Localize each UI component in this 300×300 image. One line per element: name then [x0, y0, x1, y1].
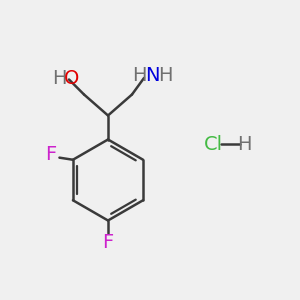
Text: Cl: Cl: [203, 134, 223, 154]
Text: N: N: [145, 65, 160, 85]
Text: O: O: [63, 68, 79, 88]
Text: H: H: [158, 65, 172, 85]
Text: F: F: [102, 233, 114, 253]
Text: F: F: [45, 146, 56, 164]
Text: H: H: [133, 65, 147, 85]
Text: H: H: [52, 68, 67, 88]
Text: H: H: [237, 134, 252, 154]
